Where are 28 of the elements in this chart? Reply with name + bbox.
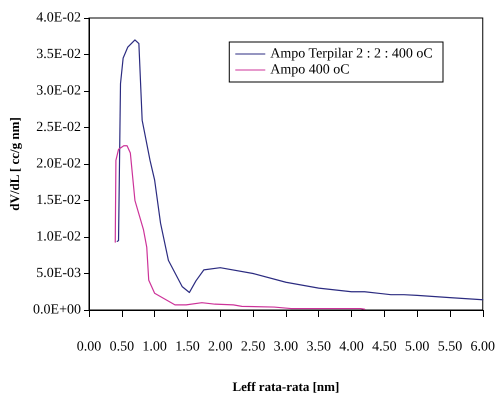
y-tick-label: 0.0E+00 [33,302,81,318]
x-tick-label: 4.00 [339,340,364,354]
y-tick-label: 3.0E-02 [36,84,81,98]
x-tick-label: 0.50 [110,340,134,354]
x-tick-label: 2.50 [240,340,266,354]
x-tick-label: 3.00 [274,340,298,354]
x-tick-label: 3.50 [306,340,331,354]
y-tick-label: 3.5E-02 [36,47,81,62]
x-tick-label: 0.00 [76,340,102,354]
y-tick-label: 2.0E-02 [36,156,81,172]
y-tick-label: 5.0E-03 [36,266,81,281]
line-series [114,145,366,310]
x-tick-label: 1.50 [175,340,200,354]
y-axis-title: dV/dL [ cc/g nm] [7,117,22,211]
y-tick-label: 1.5E-02 [36,193,81,208]
x-tick-label: 1.00 [142,340,167,354]
x-tick-label: 5.00 [404,340,430,354]
x-tick-label: 4.50 [372,340,397,354]
y-tick-label: 2.5E-02 [36,120,81,135]
x-axis-title: Leff rata-rata [nm] [232,379,340,394]
legend-label: Ampo 400 oC [270,62,350,78]
x-tick-label: 2.00 [208,340,232,354]
x-tick-label: 5.50 [438,340,462,354]
x-tick-label: 6.00 [470,340,495,354]
line-series [116,39,484,300]
y-tick-label: 4.0E-02 [36,10,81,26]
y-tick-label: 1.0E-02 [36,230,81,244]
legend-label: Ampo Terpilar 2 : 2 : 400 oC [270,46,433,62]
